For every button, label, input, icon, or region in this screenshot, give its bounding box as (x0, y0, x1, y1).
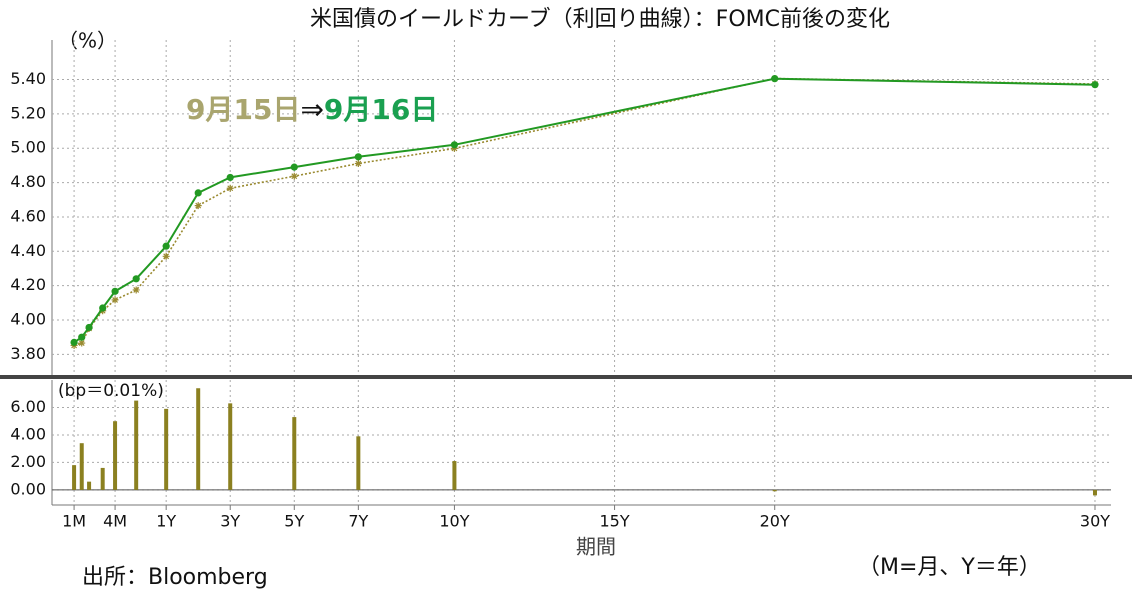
marker (132, 275, 140, 283)
x-tick-label: 7Y (348, 512, 368, 531)
bar (72, 465, 77, 490)
marker (450, 144, 458, 152)
x-tick-label: 1Y (156, 512, 176, 531)
annotation-arrow: ⇒ (300, 93, 323, 126)
bar (356, 436, 361, 490)
marker (354, 160, 362, 168)
x-axis-label: 期間 (576, 535, 616, 559)
y-tick-label: 0.00 (10, 479, 46, 498)
x-tick-label: 5Y (284, 512, 304, 531)
marker (78, 339, 86, 347)
y-axis-label: （%） (58, 29, 117, 53)
y-tick-label: 4.80 (10, 172, 46, 191)
y-tick-label: 4.00 (10, 424, 46, 443)
y-tick-label: 5.00 (10, 138, 46, 157)
bar (1092, 489, 1097, 496)
y-tick-label: 4.00 (10, 310, 46, 329)
bar (134, 400, 139, 490)
marker (194, 202, 202, 210)
x-tick-label: 4M (103, 512, 127, 531)
y-tick-label: 4.20 (10, 275, 46, 294)
note: （M=月、Y＝年） (858, 555, 1041, 580)
marker (162, 242, 170, 250)
marker (111, 287, 119, 295)
marker (226, 173, 234, 182)
marker (162, 252, 170, 260)
x-tick-label: 1M (62, 512, 86, 531)
marker (85, 323, 93, 332)
x-tick-label: 10Y (439, 512, 469, 531)
marker (78, 333, 86, 341)
y-tick-label: 4.60 (10, 206, 46, 225)
chart-title: 米国債のイールドカーブ（利回り曲線）：FOMC前後の変化 (310, 7, 890, 32)
bar (79, 443, 84, 490)
y-tick-label: 2.00 (10, 452, 46, 471)
y-tick-label: 5.20 (10, 103, 46, 122)
marker (226, 184, 234, 192)
bar (292, 417, 297, 490)
y-tick-label: 5.40 (10, 69, 46, 88)
annotation-to: 9月16日 (324, 93, 438, 126)
bar (772, 489, 777, 492)
marker (1091, 81, 1099, 89)
marker (354, 153, 362, 161)
bar (164, 408, 169, 490)
bar (228, 403, 233, 490)
annotation-from: 9月15日 (186, 93, 300, 126)
x-tick-label: 3Y (220, 512, 240, 531)
bar (113, 421, 118, 490)
x-tick-label: 20Y (760, 512, 790, 531)
marker (771, 75, 779, 83)
bar (87, 481, 92, 490)
series-line (73, 77, 1096, 344)
bar (452, 461, 457, 490)
marker (450, 141, 459, 149)
marker (99, 304, 107, 312)
marker (290, 163, 298, 171)
marker (132, 286, 140, 294)
bar (100, 467, 105, 490)
x-tick-label: 30Y (1080, 512, 1110, 531)
marker (194, 189, 202, 197)
y-axis-label: (bp＝0.01%) (58, 381, 164, 401)
marker (111, 296, 119, 304)
marker (70, 338, 78, 346)
y-tick-label: 3.80 (10, 344, 46, 363)
annotation: 9月15日⇒9月16日 (186, 93, 438, 126)
y-tick-label: 6.00 (10, 397, 46, 416)
y-tick-label: 4.40 (10, 241, 46, 260)
x-tick-label: 15Y (599, 512, 629, 531)
marker (290, 172, 298, 180)
bar (196, 388, 201, 490)
source: 出所：Bloomberg (82, 565, 268, 590)
